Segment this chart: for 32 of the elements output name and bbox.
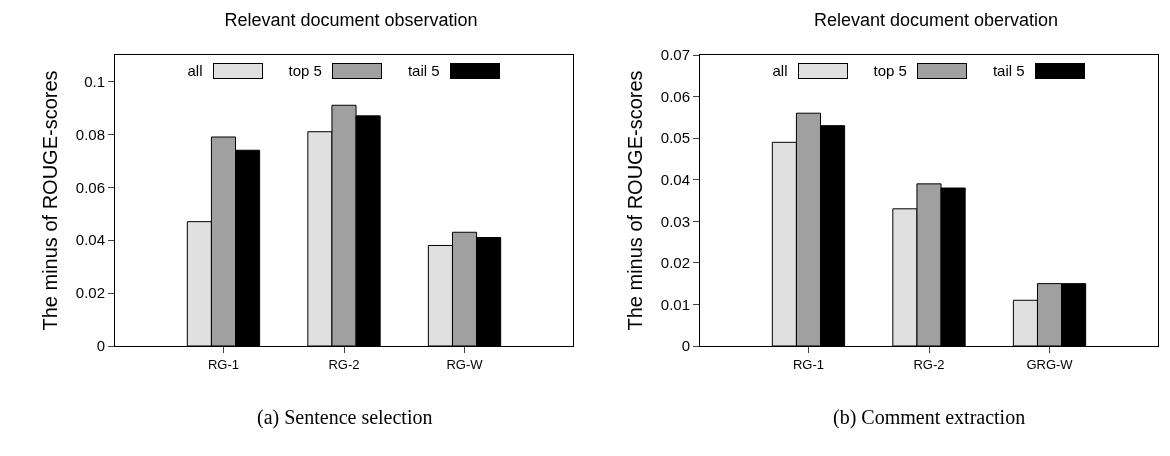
x-tick-label: GRG-W [1026,356,1074,372]
y-tick-label: 0.04 [75,231,105,249]
chart-title: Relevant document obervation [813,10,1059,31]
y-tick-label: 0.08 [75,125,105,143]
y-tick-label: 0.04 [660,170,690,188]
y-tick-label: 0.02 [75,284,105,302]
y-tick-label: 0 [96,337,105,355]
y-tick-label: 0.1 [84,72,105,90]
legend-label: all [187,62,203,80]
y-tick-label: 0.02 [660,254,690,272]
legend-label: tail 5 [992,62,1025,80]
legend-label: top 5 [288,62,322,80]
y-tick-label: 0.06 [75,178,105,196]
legend-label: top 5 [873,62,907,80]
chart-title: Relevant document observation [224,10,478,31]
x-tick-label: RG-2 [328,356,360,372]
y-tick-label: 0.05 [660,129,690,147]
x-tick-label: RG-2 [913,356,945,372]
y-tick-label: 0 [681,337,690,355]
x-tick-label: RG-1 [207,356,239,372]
x-tick-label: RG-1 [792,356,824,372]
y-tick-label: 0.01 [660,295,690,313]
y-tick-label: 0.06 [660,87,690,105]
text: (b) Comment extraction [833,406,1026,429]
y-tick-label: 0.07 [660,46,690,64]
y-axis-title: The minus of ROUGE-scores [39,70,62,331]
x-tick-label: RG-W [446,356,484,372]
text: (a) Sentence selection [257,406,433,429]
legend-label: all [772,62,788,80]
legend-label: tail 5 [407,62,440,80]
y-tick-label: 0.03 [660,212,690,230]
y-axis-title: The minus of ROUGE-scores [624,70,647,331]
